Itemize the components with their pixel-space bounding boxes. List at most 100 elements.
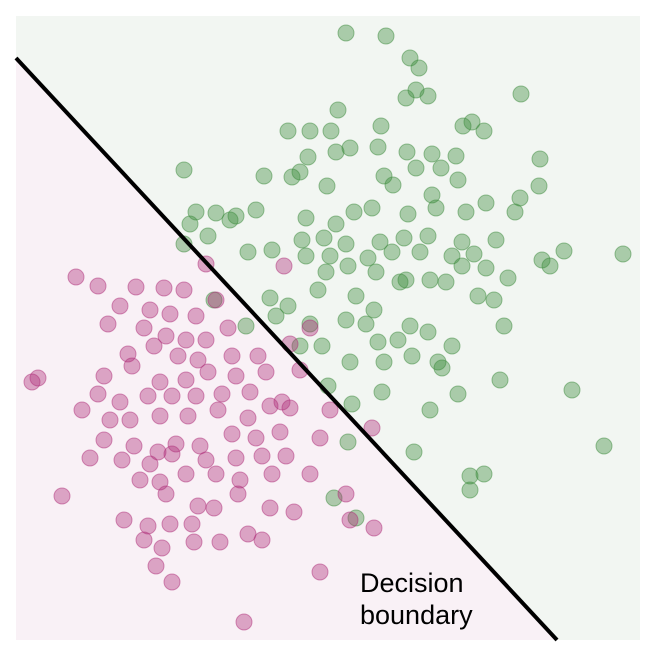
point (213, 385, 231, 403)
point (255, 167, 273, 185)
point (163, 573, 181, 591)
point (247, 201, 265, 219)
point (373, 383, 391, 401)
point (367, 263, 385, 281)
point (261, 289, 279, 307)
point (321, 247, 339, 265)
point (495, 317, 513, 335)
point (115, 511, 133, 529)
point (341, 353, 359, 371)
point (89, 385, 107, 403)
point (407, 159, 425, 177)
point (163, 387, 181, 405)
point (371, 233, 389, 251)
point (475, 122, 493, 140)
point (465, 245, 483, 263)
point (155, 279, 173, 297)
point (239, 409, 257, 427)
point (235, 613, 253, 631)
point (267, 307, 285, 325)
point (291, 163, 309, 181)
point (491, 371, 509, 389)
point (169, 347, 187, 365)
point (151, 407, 169, 425)
point (419, 323, 437, 341)
point (121, 411, 139, 429)
point (377, 27, 395, 45)
decision-boundary (14, 56, 559, 642)
point (177, 371, 195, 389)
point (469, 287, 487, 305)
point (67, 268, 85, 286)
point (337, 485, 355, 503)
point (139, 517, 157, 535)
point (595, 437, 613, 455)
point (113, 451, 131, 469)
point (167, 435, 185, 453)
point (221, 211, 239, 229)
point (293, 231, 311, 249)
point (449, 171, 467, 189)
point (372, 117, 390, 135)
point (411, 243, 429, 261)
point (449, 385, 467, 403)
point (189, 497, 207, 515)
point (283, 168, 301, 186)
annotation: Decision boundary (360, 568, 473, 630)
point (247, 429, 265, 447)
point (463, 113, 481, 131)
point (395, 229, 413, 247)
point (261, 499, 279, 517)
point (205, 499, 223, 517)
point (187, 307, 205, 325)
point (309, 281, 327, 299)
point (437, 273, 455, 291)
point (403, 347, 421, 365)
point (223, 347, 241, 365)
point (187, 387, 205, 405)
point (145, 337, 163, 355)
point (141, 455, 159, 473)
point (175, 161, 193, 179)
point (357, 315, 375, 333)
point (135, 531, 153, 549)
point (111, 393, 129, 411)
point (453, 257, 471, 275)
point (95, 367, 113, 385)
point (253, 447, 271, 465)
point (337, 311, 355, 329)
point (189, 351, 207, 369)
point (311, 429, 329, 447)
point (253, 531, 271, 549)
point (197, 331, 215, 349)
point (285, 503, 303, 521)
point (423, 145, 441, 163)
point (443, 337, 461, 355)
point (297, 209, 315, 227)
point (339, 257, 357, 275)
point (399, 205, 417, 223)
point (299, 148, 317, 166)
point (453, 233, 471, 251)
point (241, 383, 259, 401)
point (555, 242, 573, 260)
point (153, 539, 171, 557)
point (512, 85, 530, 103)
point (365, 519, 383, 537)
point (421, 271, 439, 289)
point (301, 319, 319, 337)
point (263, 241, 281, 259)
point (405, 443, 423, 461)
point (315, 229, 333, 247)
point (89, 277, 107, 295)
point (161, 305, 179, 323)
point (297, 247, 315, 265)
point (125, 437, 143, 455)
point (279, 122, 297, 140)
point (432, 159, 450, 177)
point (563, 381, 581, 399)
point (383, 243, 401, 261)
point (421, 401, 439, 419)
point (249, 347, 267, 365)
